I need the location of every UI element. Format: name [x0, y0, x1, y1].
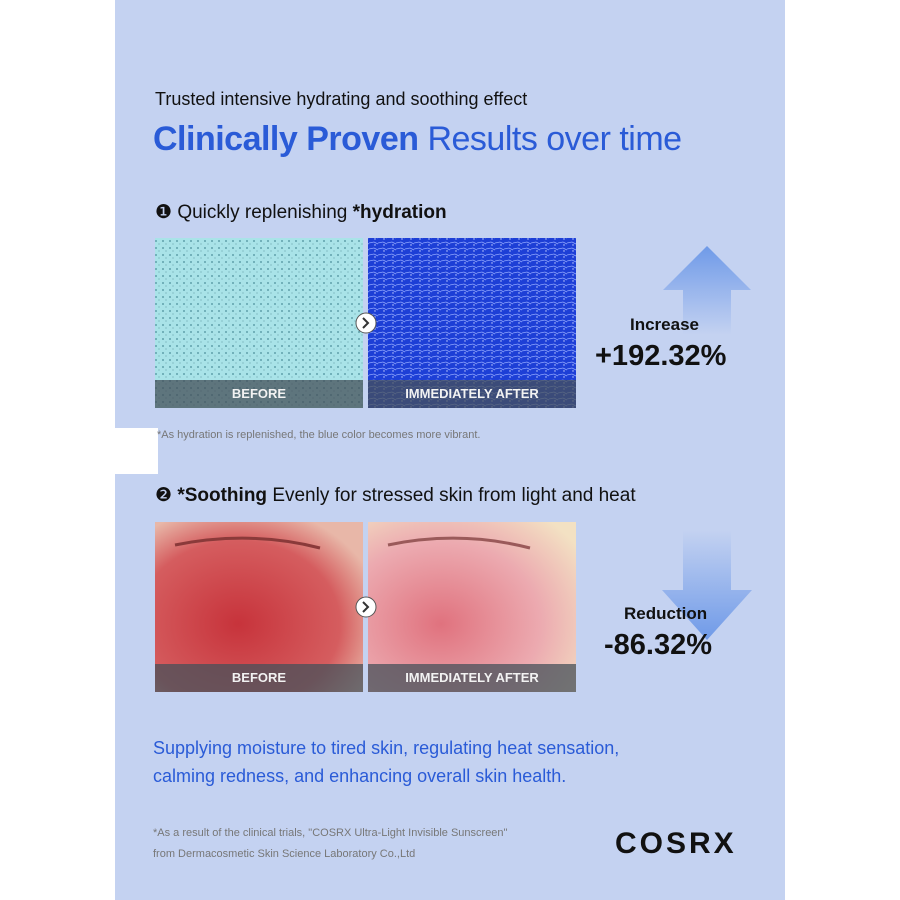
section-heading: ❶ Quickly replenishing *hydration: [155, 201, 447, 224]
section-heading: ❷ *Soothing Evenly for stressed skin fro…: [155, 484, 636, 507]
reduction-arrow: [662, 530, 752, 640]
after-image: [368, 238, 576, 408]
heading-plain: Quickly replenishing: [177, 202, 348, 223]
section-number: ❶: [155, 202, 173, 223]
before-image: [155, 522, 363, 692]
brand: COSRX: [615, 827, 737, 860]
arrow-icon: [355, 596, 377, 618]
title-bold: Clinically Proven: [153, 120, 419, 158]
stat-label: Increase: [630, 315, 699, 334]
before-image: [155, 238, 363, 408]
stat-value: +192.32%: [595, 340, 727, 372]
footnote-line: from Dermacosmetic Skin Science Laborato…: [153, 848, 416, 860]
summary-line: calming redness, and enhancing overall s…: [153, 766, 567, 786]
after-image: [368, 522, 576, 692]
arrow-icon: [355, 312, 377, 334]
section-number: ❷: [155, 485, 173, 506]
before-label: BEFORE: [155, 380, 363, 408]
increase-arrow: [663, 246, 751, 335]
title-rest: Results over time: [427, 120, 682, 158]
title: Clinically Proven Results over time: [153, 120, 682, 159]
subtitle: Trusted intensive hydrating and soothing…: [155, 89, 528, 109]
summary-line: Supplying moisture to tired skin, regula…: [153, 738, 620, 758]
footnote-line: *As a result of the clinical trials, "CO…: [153, 827, 508, 839]
stat-label: Reduction: [624, 604, 708, 623]
after-label: IMMEDIATELY AFTER: [368, 664, 576, 692]
heading-bold: *Soothing: [177, 485, 268, 506]
stat-value: -86.32%: [604, 629, 713, 661]
before-label: BEFORE: [155, 664, 363, 692]
heading-bold: *hydration: [352, 202, 447, 223]
note: *As hydration is replenished, the blue c…: [157, 429, 481, 441]
heading-plain: Evenly for stressed skin from light and …: [272, 485, 636, 506]
after-label: IMMEDIATELY AFTER: [368, 380, 576, 408]
panel: [115, 0, 785, 900]
artifact: [115, 428, 158, 474]
